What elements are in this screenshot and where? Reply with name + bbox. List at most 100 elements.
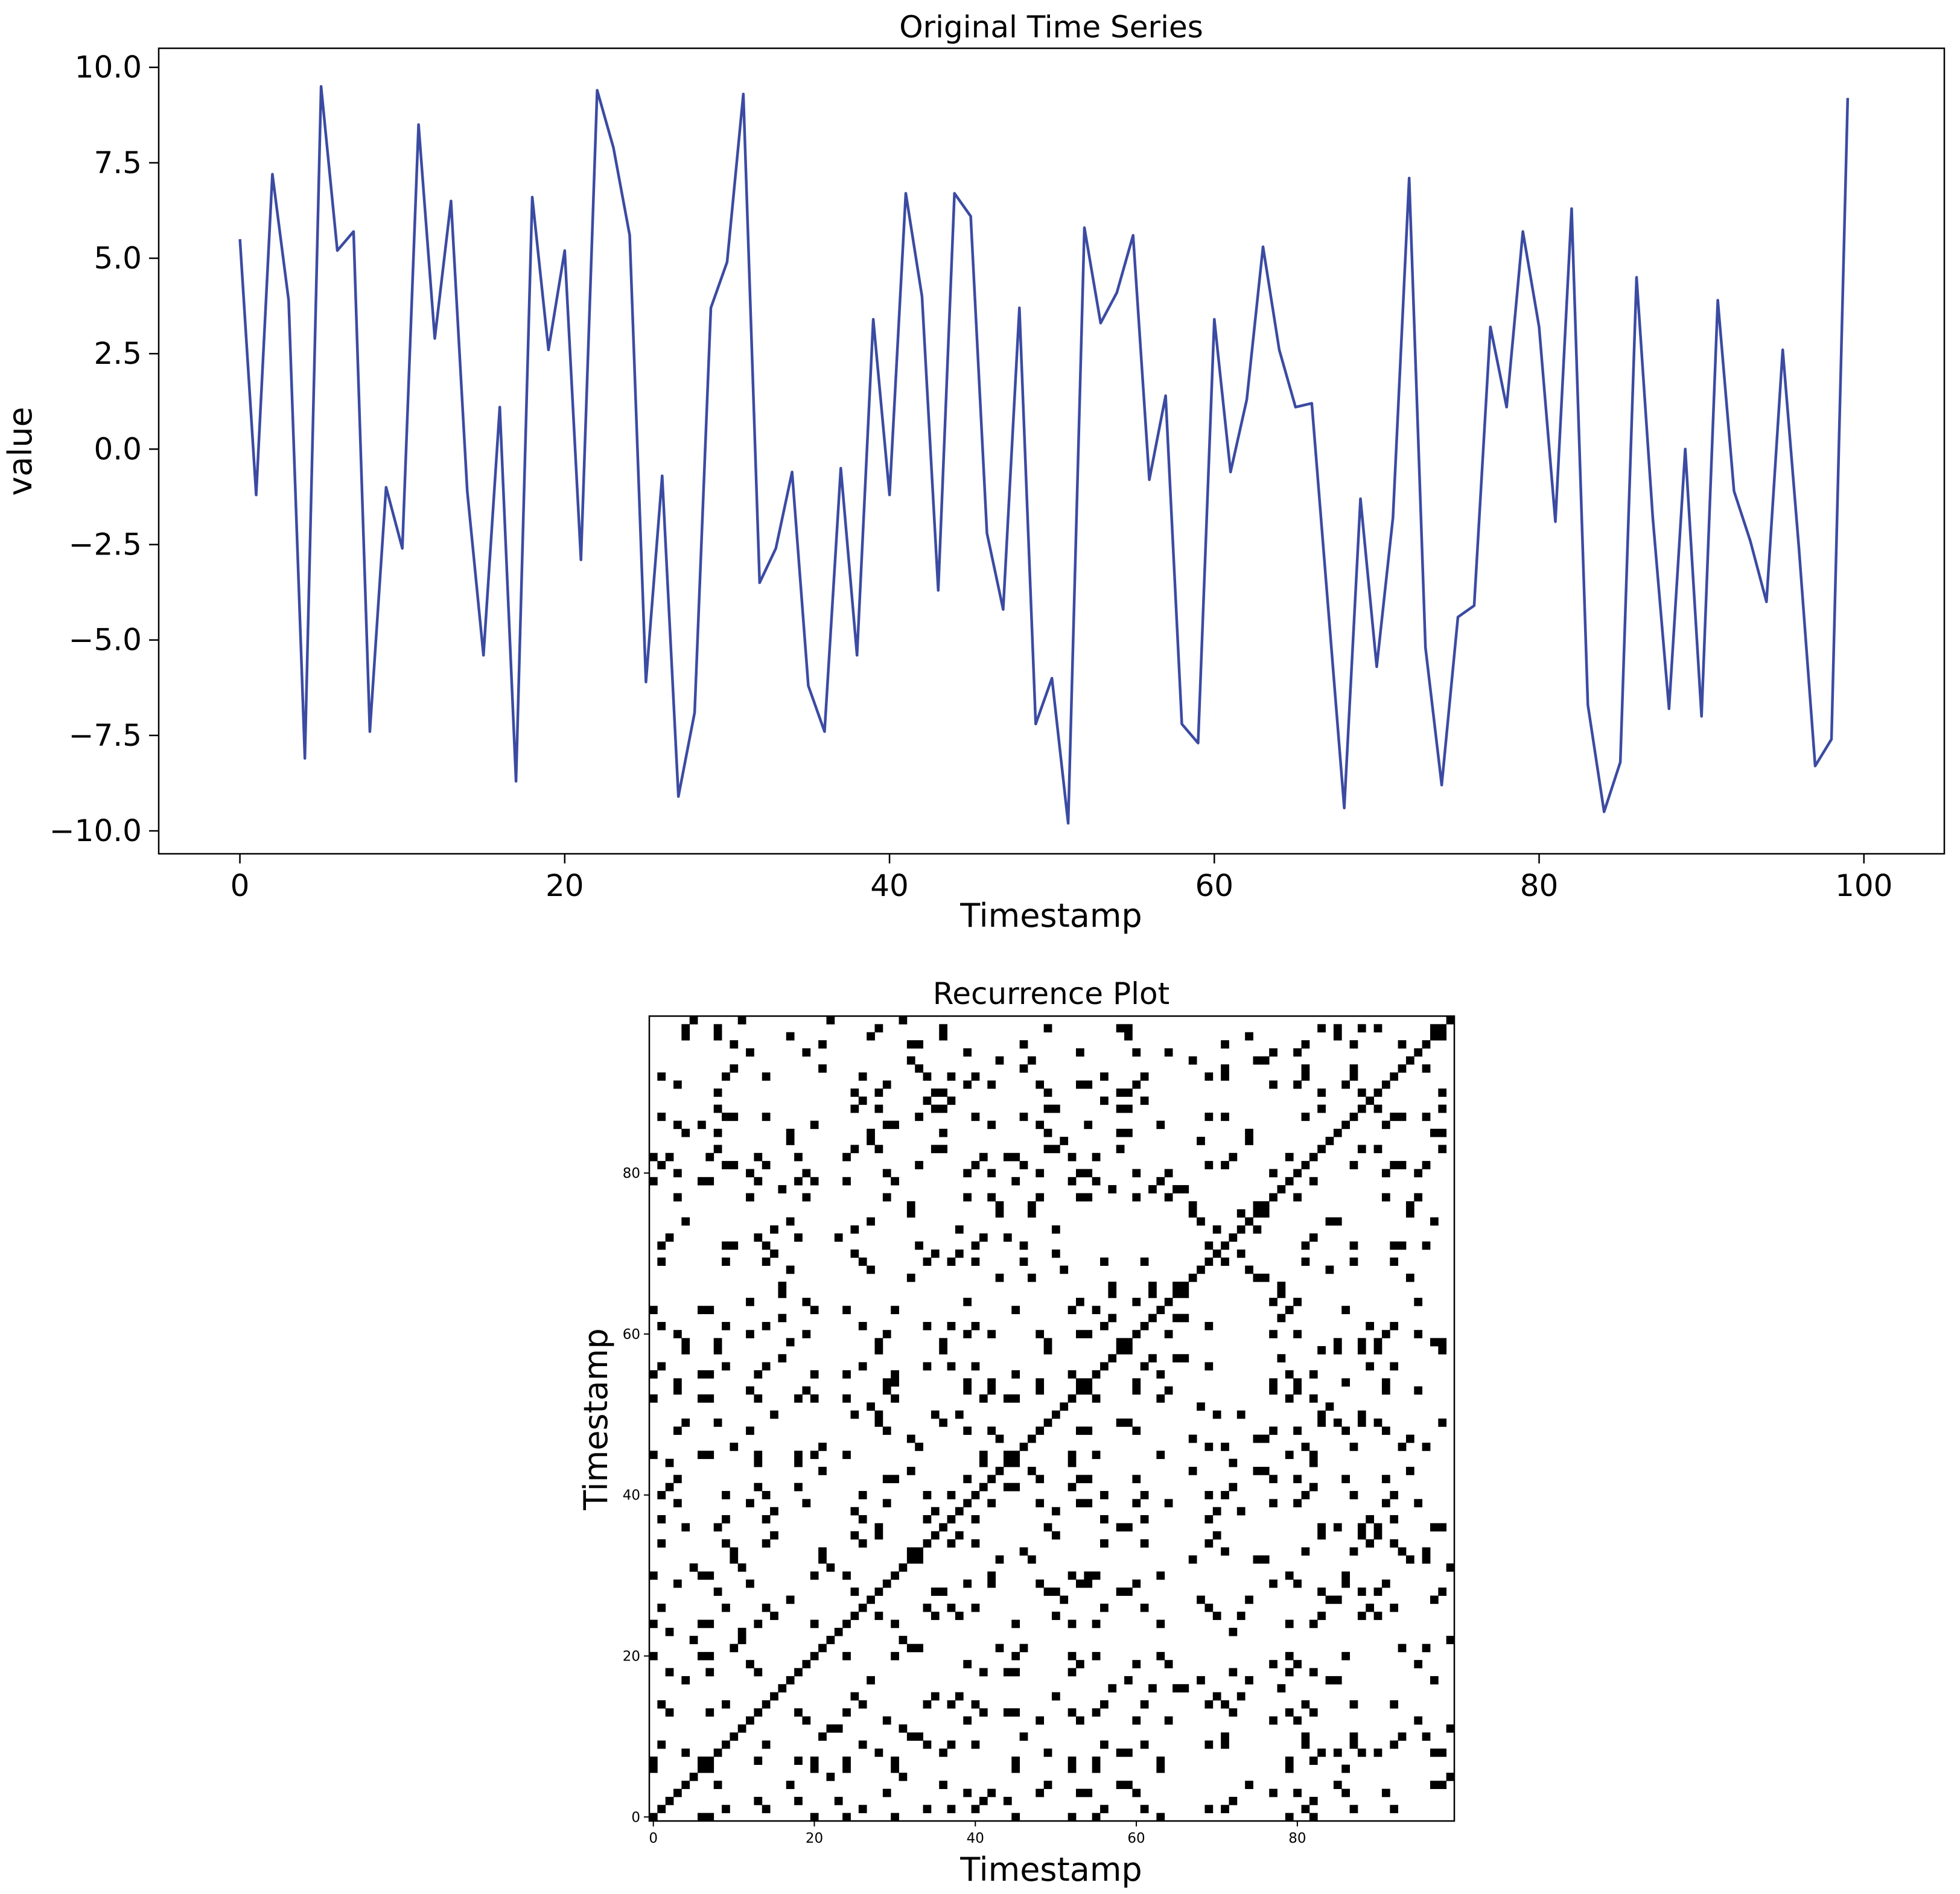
recurrence-cell [730,1732,739,1741]
recurrence-cell [1124,1523,1133,1532]
recurrence-cell [665,1458,674,1467]
recurrence-cell [754,1668,763,1677]
recurrence-cell [850,1145,859,1154]
recurrence-cell [1333,1419,1342,1427]
recurrence-cell [842,1764,851,1773]
recurrence-cell [1293,1716,1302,1725]
recurrence-plot-frame [648,1015,1456,1822]
recurrence-cell [1204,1257,1214,1266]
recurrence-cell [1036,1499,1045,1508]
recurrence-cell [1124,1104,1133,1113]
recurrence-cell [939,1346,947,1355]
recurrence-cell [1245,1781,1253,1790]
recurrence-cell [1212,1225,1221,1234]
recurrence-cell [867,1595,875,1604]
recurrence-cell [1422,1241,1431,1250]
recurrence-cell [786,1595,795,1604]
recurrence-cell [1084,1475,1093,1484]
recurrence-cell [681,1419,690,1427]
recurrence-cell [1341,1475,1350,1484]
recurrence-cell [1003,1394,1012,1403]
recurrence-cell [842,1306,851,1314]
recurrence-cell [874,1531,883,1540]
recurrence-cell [1027,1273,1036,1282]
recurrence-cell [649,1651,658,1660]
recurrence-cell [1140,1539,1149,1548]
recurrence-cell [1011,1177,1020,1186]
recurrence-cell [754,1796,763,1805]
recurrence-cell [810,1651,819,1660]
recurrence-cell [802,1716,811,1725]
recurrence-cell [995,1644,1004,1653]
recurrence-cell [705,1756,714,1765]
recurrence-cell [713,1338,722,1347]
recurrence-cell [979,1668,988,1677]
recurrence-cell [1357,1024,1366,1033]
recurrence-cell [681,1748,690,1757]
recurrence-cell [698,1120,706,1130]
recurrence-cell [737,1724,746,1733]
recurrence-cell [1245,1032,1253,1041]
recurrence-cell [1333,1346,1342,1355]
recurrence-cell [1204,1515,1214,1524]
recurrence-cell [1140,1362,1149,1371]
recurrence-cell [939,1781,947,1790]
recurrence-cell [1116,1587,1125,1596]
recurrence-cell [1027,1467,1036,1475]
recurrence-cell [681,1032,690,1041]
recurrence-cell [1116,1104,1125,1113]
recurrence-cell [1301,1700,1310,1709]
recurrence-cell [971,1740,980,1749]
recurrence-cell [1068,1306,1077,1314]
recurrence-cell [955,1531,964,1540]
recurrence-cell [1124,1338,1133,1347]
recurrence-cell [1140,1740,1149,1749]
recurrence-cell [971,1072,980,1081]
recurrence-cell [722,1805,730,1814]
recurrence-cell [1285,1394,1294,1403]
recurrence-cell [1043,1781,1052,1790]
recurrence-cell [1405,1209,1414,1218]
recurrence-cell [899,1724,908,1733]
recurrence-cell [1124,1748,1133,1757]
recurrence-cell [1164,1193,1173,1202]
recurrence-cell [867,1676,875,1685]
recurrence-cell [722,1515,730,1524]
recurrence-cell [1381,1193,1390,1202]
recurrence-cell [971,1491,980,1499]
recurrence-cell [1269,1378,1278,1387]
recurrence-cell [899,1016,908,1025]
recurrence-cell [1317,1410,1326,1419]
recurrence-cell [1100,1072,1109,1081]
recurrence-cell [1197,1217,1205,1226]
recurrence-cell [1301,1072,1310,1081]
recurrence-cell [1253,1209,1262,1218]
recurrence-cell [657,1700,666,1709]
recurrence-cell [939,1419,947,1427]
recurrence-cell [987,1475,996,1484]
recurrence-cell [1092,1813,1101,1822]
recurrence-cell [722,1241,730,1250]
recurrence-cell [931,1145,940,1154]
recurrence-cell [1253,1273,1262,1282]
recurrence-cell [754,1708,763,1717]
recurrence-cell [963,1330,972,1338]
recurrence-cell [1317,1104,1326,1113]
recurrence-cell [987,1169,996,1178]
recurrence-cell [1132,1048,1141,1057]
recurrence-cell [1076,1330,1084,1338]
recurrence-matrix [649,1016,1455,1822]
recurrence-cell [681,1523,690,1532]
recurrence-cell [1132,1297,1141,1306]
recurrence-cell [1309,1482,1318,1492]
recurrence-cell [1381,1788,1390,1797]
time-series-y-tick-label: 2.5 [94,336,142,371]
recurrence-cell [698,1306,706,1314]
recurrence-cell [1084,1579,1093,1588]
recurrence-cell [1197,1402,1205,1411]
recurrence-plot-panel: Recurrence Plot 0 20 40 60 80 0 20 40 60 80 Time… [577,976,1456,1889]
recurrence-cell [1438,1748,1447,1757]
recurrence-cell [1438,1338,1447,1347]
recurrence-cell [1438,1104,1447,1113]
recurrence-cell [1357,1587,1366,1596]
